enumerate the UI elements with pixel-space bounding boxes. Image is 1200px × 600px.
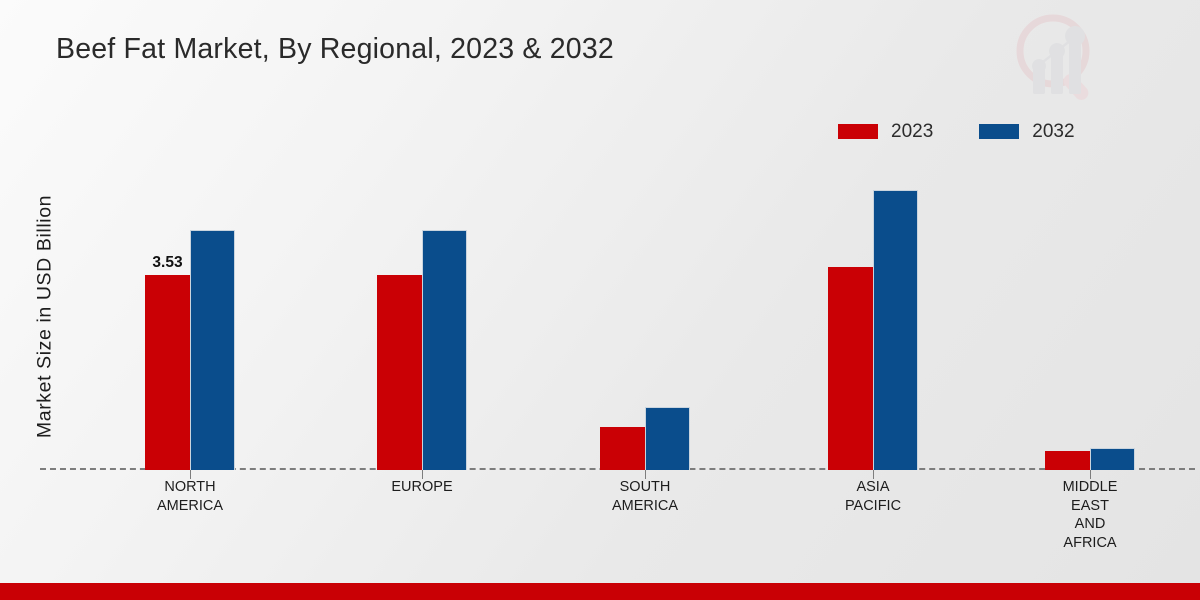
x-axis-label-asia-pacific: ASIA PACIFIC — [844, 479, 902, 514]
x-axis-tick — [645, 470, 646, 479]
bar-2032-asia-pacific[interactable] — [873, 189, 918, 470]
bar-group: 3.53 NORTH AMERICA — [135, 160, 245, 514]
x-axis-tick — [873, 470, 874, 479]
bar-group: MIDDLE EAST AND AFRICA — [1035, 160, 1145, 551]
bar-group: SOUTH AMERICA — [590, 160, 700, 514]
x-axis-tick — [1090, 470, 1091, 479]
bar-2032-south-america[interactable] — [645, 407, 690, 470]
x-axis-tick — [422, 470, 423, 479]
bar-2023-europe[interactable] — [377, 274, 422, 470]
bar-2023-asia-pacific[interactable] — [828, 266, 873, 470]
bar-2032-middle-east-and-africa[interactable] — [1090, 447, 1135, 470]
x-axis-tick — [190, 470, 191, 479]
legend-label-2032: 2032 — [1032, 120, 1075, 142]
legend-swatch-2023 — [838, 123, 878, 139]
footer-accent-band — [0, 583, 1200, 600]
bar-2023-north-america[interactable]: 3.53 — [145, 254, 190, 470]
magnifier-bar-chart-logo-icon — [1016, 14, 1090, 100]
bar-2023-middle-east-and-africa[interactable] — [1045, 450, 1090, 470]
legend-swatch-2032 — [979, 123, 1020, 139]
x-axis-label-south-america: SOUTH AMERICA — [611, 479, 679, 514]
bar-group: ASIA PACIFIC — [818, 160, 928, 514]
bar-2023-south-america[interactable] — [600, 426, 645, 470]
bar-value-label: 3.53 — [152, 253, 183, 271]
x-axis-label-north-america: NORTH AMERICA — [156, 479, 224, 514]
x-axis-label-europe: EUROPE — [391, 479, 453, 495]
bar-2032-north-america[interactable] — [190, 229, 235, 470]
x-axis-label-middle-east-and-africa: MIDDLE EAST AND AFRICA — [1062, 479, 1118, 551]
legend-label-2023: 2023 — [891, 120, 934, 142]
bar-group: EUROPE — [367, 160, 477, 495]
plot-area: 3.53 NORTH AMERICA EUROPE SOUTH AMERICA ASIA PA… — [40, 160, 1195, 551]
chart-title: Beef Fat Market, By Regional, 2023 & 203… — [56, 33, 614, 65]
legend-item-2023[interactable]: 2023 — [838, 122, 933, 141]
chart-legend: 2023 2032 — [838, 118, 1075, 144]
legend-item-2032[interactable]: 2032 — [979, 120, 1075, 142]
bar-2032-europe[interactable] — [422, 229, 467, 470]
